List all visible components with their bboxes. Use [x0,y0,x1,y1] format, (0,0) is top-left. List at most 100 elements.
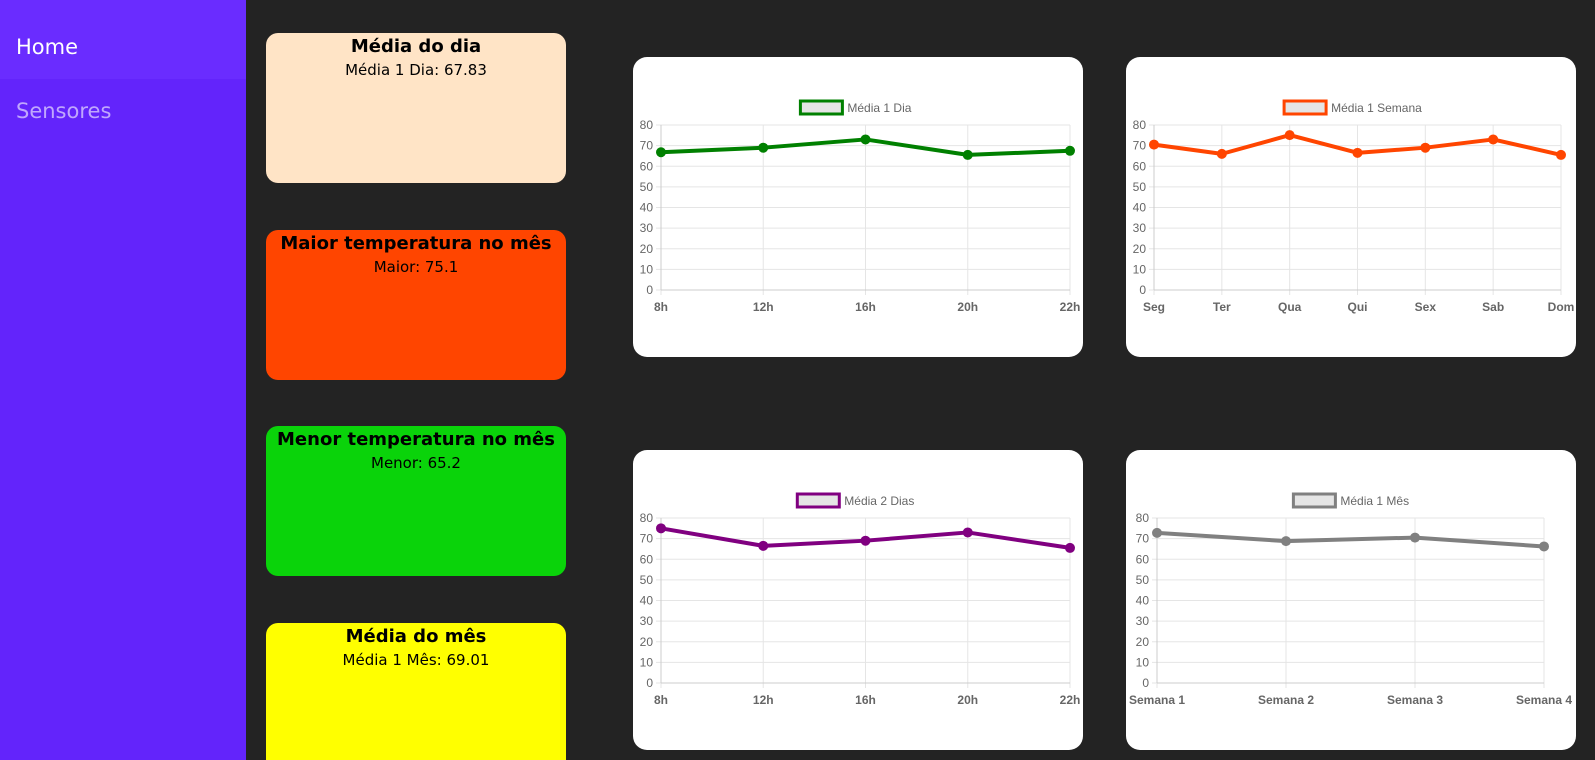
data-point [758,540,769,551]
legend-swatch [1291,492,1337,509]
data-point [1065,145,1075,156]
card-value: Menor: 65.2 [371,454,461,472]
y-tick-label: 60 [1136,552,1150,566]
x-tick-label: 20h [957,693,978,707]
y-tick-label: 0 [1142,676,1149,690]
card-title: Maior temperatura no mês [280,233,552,254]
y-tick-label: 10 [640,262,654,276]
y-tick-label: 50 [1136,573,1150,587]
y-tick-label: 20 [640,242,654,256]
data-point [1281,536,1291,547]
line-chart: 0 10 20 30 40 50 60 70 80 Seg Ter Qua Qui Sex Sab Dom Mé… [1133,99,1575,314]
x-tick-label: 22h [1060,693,1081,707]
x-tick-label: 16h [855,693,876,707]
legend-swatch [798,99,844,116]
y-tick-label: 30 [1133,221,1147,235]
y-tick-label: 40 [1136,594,1150,608]
series-line [1156,530,1545,549]
data-point [1065,542,1075,553]
data-point [1284,130,1295,141]
y-tick-label: 60 [1133,159,1147,173]
x-tick-label: Qui [1348,300,1368,314]
line-chart: 0 10 20 30 40 50 60 70 80 8h 12h 16h 20h 22h Média 2 D… [640,492,1081,707]
chart-media-2-dias: 0 10 20 30 40 50 60 70 80 8h 12h 16h 20h 22h Média 2 D… [633,450,1083,750]
chart-media-1-mes: 0 10 20 30 40 50 60 70 80 Semana 1 Semana 2 Semana … [1126,450,1576,750]
x-tick-label: 12h [753,300,774,314]
x-tick-label: Qua [1278,300,1302,314]
legend-label: Média 1 Mês [1340,494,1409,508]
y-tick-label: 10 [1136,655,1150,669]
y-tick-label: 40 [640,201,654,215]
y-tick-label: 0 [1139,283,1146,297]
x-tick-label: 8h [654,300,668,314]
x-tick-label: Sab [1482,300,1504,314]
x-tick-label: 20h [957,300,978,314]
y-tick-label: 70 [1133,139,1147,153]
legend-swatch [1282,99,1328,116]
data-point [860,535,871,546]
card-title: Média do mês [345,626,487,647]
data-point [1539,541,1549,552]
y-tick-label: 20 [1136,635,1150,649]
x-tick-label: 12h [753,693,774,707]
y-tick-label: 0 [646,676,653,690]
line-chart: 0 10 20 30 40 50 60 70 80 8h 12h 16h 20h 22h Média 1 D… [640,99,1081,314]
legend-label: Média 1 Semana [1331,101,1422,115]
card-media-dia: Média do dia Média 1 Dia: 67.83 [266,33,566,183]
data-point [1420,142,1431,153]
chart-media-1-dia: 0 10 20 30 40 50 60 70 80 8h 12h 16h 20h 22h Média 1 D… [633,57,1083,357]
data-point [656,523,666,534]
x-tick-label: Sex [1415,300,1437,314]
y-tick-label: 80 [640,118,654,132]
y-tick-label: 70 [640,532,654,546]
data-point [1410,532,1420,543]
x-tick-label: Semana 2 [1258,693,1314,707]
data-point [1216,148,1227,159]
card-media-mes: Média do mês Média 1 Mês: 69.01 [266,623,566,760]
legend-label: Média 2 Dias [844,494,914,508]
x-tick-label: Semana 4 [1516,693,1572,707]
data-point [1149,139,1159,150]
legend-swatch [795,492,841,509]
data-point [758,142,769,153]
data-point [962,149,973,160]
card-maior-temperatura: Maior temperatura no mês Maior: 75.1 [266,230,566,380]
sidebar-item-home[interactable]: Home [0,0,246,79]
line-chart: 0 10 20 30 40 50 60 70 80 Semana 1 Semana 2 Semana … [1129,492,1572,707]
data-point [656,147,666,158]
x-tick-label: Dom [1548,300,1575,314]
y-tick-label: 50 [1133,180,1147,194]
y-tick-label: 20 [1133,242,1147,256]
data-point [962,527,973,538]
y-tick-label: 30 [1136,614,1150,628]
y-tick-label: 30 [640,614,654,628]
card-title: Menor temperatura no mês [277,429,555,450]
y-tick-label: 70 [1136,532,1150,546]
y-tick-label: 10 [640,655,654,669]
x-tick-label: Semana 1 [1129,693,1185,707]
data-point [1488,134,1499,145]
chart-media-1-semana: 0 10 20 30 40 50 60 70 80 Seg Ter Qua Qui Sex Sab Dom Mé… [1126,57,1576,357]
x-tick-label: 22h [1060,300,1081,314]
y-tick-label: 50 [640,573,654,587]
legend-label: Média 1 Dia [847,101,911,115]
x-tick-label: Ter [1213,300,1231,314]
data-point [1352,147,1363,158]
card-value: Maior: 75.1 [373,258,459,276]
sidebar-item-sensores[interactable]: Sensores [16,99,112,123]
y-tick-label: 80 [1133,118,1147,132]
card-value: Média 1 Dia: 67.83 [345,61,487,79]
x-tick-label: 8h [654,693,668,707]
card-value: Média 1 Mês: 69.01 [342,651,490,669]
data-point [1152,527,1162,538]
y-tick-label: 40 [1133,201,1147,215]
card-title: Média do dia [350,36,482,57]
y-tick-label: 0 [646,283,653,297]
y-tick-label: 10 [1133,262,1147,276]
y-tick-label: 60 [640,552,654,566]
x-tick-label: Seg [1143,300,1165,314]
sidebar: Home Sensores [0,0,246,760]
y-tick-label: 80 [1136,511,1150,525]
y-tick-label: 50 [640,180,654,194]
y-tick-label: 20 [640,635,654,649]
